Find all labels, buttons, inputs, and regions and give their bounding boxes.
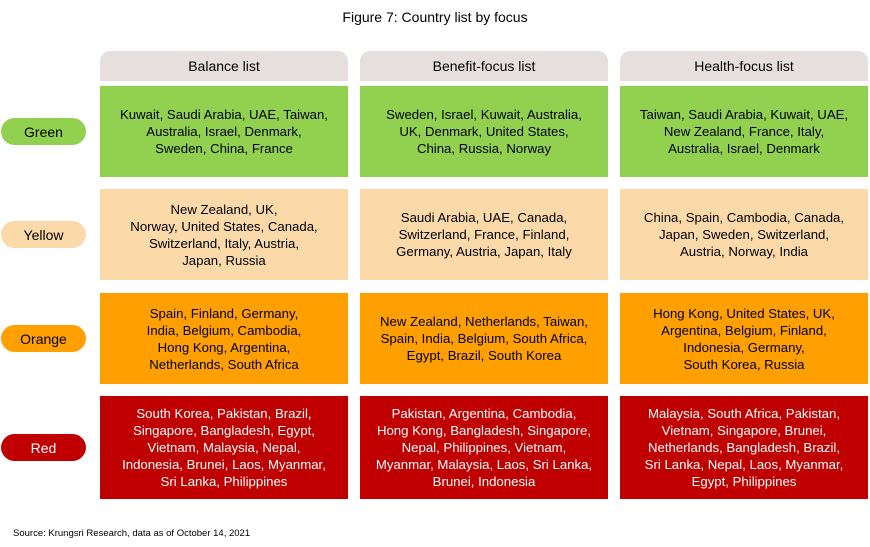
country-line: Netherlands, Bangladesh, Brazil, [647, 440, 841, 455]
country-line: Indonesia, Germany, [683, 339, 805, 355]
country-line: Pakistan, Argentina, Cambodia, [391, 406, 577, 421]
country-line: Australia, Israel, Denmark [668, 141, 820, 156]
country-line: Norway, United States, Canada, [130, 218, 318, 234]
row-label-orange: Orange [1, 325, 86, 352]
country-line: Spain, Finland, Germany, [149, 305, 299, 321]
row-label-green: Green [1, 118, 86, 145]
country-line: New Zealand, France, Italy, [663, 124, 825, 139]
country-line: Sweden, China, France [155, 141, 293, 156]
cell-green-health: Taiwan, Saudi Arabia, Kuwait, UAE, New Ze… [620, 86, 868, 177]
country-line: Japan, Russia [182, 252, 266, 268]
country-line: Vietnam, Malaysia, Nepal, [147, 440, 301, 455]
cell-text: New Zealand, UK, Norway, United States, C… [130, 201, 317, 269]
country-line: Sweden, Israel, Kuwait, Australia, [386, 107, 582, 122]
column-header-health: Health-focus list [620, 51, 868, 81]
cell-yellow-benefit: Saudi Arabia, UAE, Canada, Switzerland, F… [360, 189, 608, 280]
column-header-balance: Balance list [100, 51, 348, 81]
figure-title: Figure 7: Country list by focus [342, 9, 528, 25]
cell-text: New Zealand, Netherlands, Taiwan, Spain, … [380, 313, 588, 364]
country-line: Saudi Arabia, UAE, Canada, [400, 210, 568, 225]
country-line: Netherlands, South Africa [149, 356, 299, 372]
country-line: UK, Denmark, United States, [399, 124, 569, 139]
country-line: Kuwait, Saudi Arabia, UAE, Taiwan, [120, 107, 328, 122]
country-line: Egypt, Brazil, South Korea [406, 348, 562, 363]
country-line: India, Belgium, Cambodia, [146, 322, 302, 338]
country-line: Switzerland, France, Finland, [398, 227, 570, 242]
country-line: Australia, Israel, Denmark, [146, 124, 302, 139]
country-line: China, Spain, Cambodia, Canada, [643, 210, 845, 225]
cell-text: Taiwan, Saudi Arabia, Kuwait, UAE, New Ze… [640, 106, 848, 157]
country-line: Hong Kong, United States, UK, [653, 305, 835, 321]
country-line: South Korea, Russia [683, 356, 805, 372]
country-line: Switzerland, Italy, Austria, [148, 235, 299, 251]
row-label-yellow: Yellow [1, 221, 86, 248]
cell-text: Malaysia, South Africa, Pakistan, Vietnam… [645, 405, 844, 490]
cell-green-benefit: Sweden, Israel, Kuwait, Australia, UK, De… [360, 86, 608, 177]
cell-orange-balance: Spain, Finland, Germany, India, Belgium, … [100, 293, 348, 384]
country-line: Myanmar, Malaysia, Laos, Sri Lanka, [375, 457, 593, 472]
country-line: China, Russia, Norway [416, 141, 552, 156]
country-line: Indonesia, Brunei, Laos, Myanmar, [122, 457, 326, 472]
country-line: Japan, Sweden, Switzerland, [658, 227, 830, 242]
cell-orange-benefit: New Zealand, Netherlands, Taiwan, Spain, … [360, 293, 608, 384]
cell-text: China, Spain, Cambodia, Canada, Japan, Sw… [644, 209, 844, 260]
cell-red-balance: South Korea, Pakistan, Brazil, Singapore,… [100, 396, 348, 499]
country-line: South Korea, Pakistan, Brazil, [136, 406, 312, 421]
cell-yellow-balance: New Zealand, UK, Norway, United States, C… [100, 189, 348, 280]
country-line: Argentina, Belgium, Finland, [661, 322, 827, 338]
country-line: Vietnam, Singapore, Brunei, [661, 423, 827, 438]
country-line: Malaysia, South Africa, Pakistan, [647, 406, 841, 421]
country-line: New Zealand, UK, [170, 201, 278, 217]
cell-text: Saudi Arabia, UAE, Canada, Switzerland, F… [396, 209, 572, 260]
cell-text: Sweden, Israel, Kuwait, Australia, UK, De… [386, 106, 582, 157]
country-line: Egypt, Philippines [691, 474, 797, 489]
cell-text: Hong Kong, United States, UK, Argentina, … [653, 305, 835, 373]
country-line: Hong Kong, Bangladesh, Singapore, [376, 423, 592, 438]
cell-orange-health: Hong Kong, United States, UK, Argentina, … [620, 293, 868, 384]
cell-red-health: Malaysia, South Africa, Pakistan, Vietnam… [620, 396, 868, 499]
country-line: Spain, India, Belgium, South Africa, [380, 331, 588, 346]
country-line: Germany, Austria, Japan, Italy [396, 244, 572, 259]
country-line: Austria, Norway, India [679, 244, 808, 259]
country-line: Taiwan, Saudi Arabia, Kuwait, UAE, [639, 107, 849, 122]
cell-text: Kuwait, Saudi Arabia, UAE, Taiwan, Austra… [120, 106, 328, 157]
cell-text: Pakistan, Argentina, Cambodia, Hong Kong,… [376, 405, 592, 490]
cell-text: South Korea, Pakistan, Brazil, Singapore,… [122, 405, 326, 490]
country-line: Sri Lanka, Philippines [160, 474, 288, 489]
row-label-red: Red [1, 434, 86, 461]
country-line: Hong Kong, Argentina, [157, 339, 291, 355]
column-header-benefit: Benefit-focus list [360, 51, 608, 81]
country-line: New Zealand, Netherlands, Taiwan, [380, 314, 588, 329]
source-note: Source: Krungsri Research, data as of Oc… [13, 528, 251, 539]
country-line: Sri Lanka, Nepal, Laos, Myanmar, [644, 457, 844, 472]
country-line: Singapore, Bangladesh, Egypt, [133, 423, 315, 438]
country-line: Brunei, Indonesia [432, 474, 536, 489]
cell-text: Spain, Finland, Germany, India, Belgium, … [147, 305, 302, 373]
cell-yellow-health: China, Spain, Cambodia, Canada, Japan, Sw… [620, 189, 868, 280]
cell-green-balance: Kuwait, Saudi Arabia, UAE, Taiwan, Austra… [100, 86, 348, 177]
cell-red-benefit: Pakistan, Argentina, Cambodia, Hong Kong,… [360, 396, 608, 499]
country-line: Nepal, Philippines, Vietnam, [401, 440, 567, 455]
